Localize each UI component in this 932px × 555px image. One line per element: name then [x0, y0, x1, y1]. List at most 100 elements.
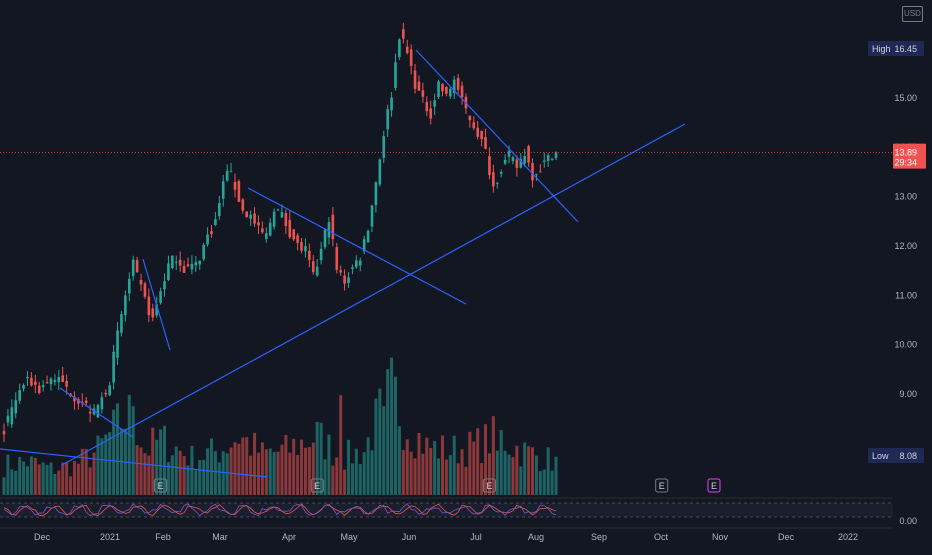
y-tick-label: 9.00 — [899, 389, 917, 399]
y-tick-label: 10.00 — [894, 340, 917, 350]
candle-body — [413, 70, 417, 89]
countdown-label: 29:34 — [894, 158, 917, 168]
volume-bar — [401, 449, 405, 495]
volume-bar — [460, 449, 464, 495]
volume-bar — [29, 456, 33, 495]
candle-body — [343, 275, 346, 284]
candle-body — [292, 229, 296, 240]
trendline[interactable] — [415, 49, 579, 223]
candle-body — [155, 304, 158, 316]
volume-bar — [292, 438, 296, 495]
earnings-marker-label: E — [486, 481, 492, 491]
candle-body — [304, 246, 307, 252]
candle-body — [237, 181, 241, 202]
candle-body — [370, 205, 374, 227]
y-tick-label: 13.00 — [894, 192, 917, 202]
volume-bar — [10, 469, 14, 495]
earnings-marker-label: E — [314, 481, 320, 491]
trendline[interactable] — [142, 258, 171, 351]
volume-bar — [237, 443, 241, 495]
volume-bar — [229, 447, 233, 495]
candle-body — [116, 330, 119, 358]
volume-bar — [276, 451, 280, 495]
low-badge — [868, 448, 924, 463]
candle-body — [511, 157, 515, 162]
candle-body — [382, 136, 386, 158]
candle-body — [296, 235, 299, 243]
candle-body — [163, 281, 166, 290]
candle-body — [108, 385, 112, 396]
x-tick-label: Mar — [212, 532, 228, 542]
candle-body — [127, 278, 131, 294]
volume-bar — [194, 470, 198, 495]
volume-bar — [72, 461, 76, 495]
volume-bar — [374, 398, 378, 495]
earnings-marker-label: E — [659, 481, 665, 491]
volume-bar — [531, 447, 535, 495]
oscillator-band — [0, 503, 893, 517]
candle-body — [523, 156, 526, 164]
trendline[interactable] — [247, 187, 467, 305]
volume-bar — [405, 439, 409, 495]
volume-bar — [331, 465, 335, 495]
candle-body — [335, 247, 339, 270]
candle-body — [402, 29, 405, 39]
candle-body — [429, 108, 433, 119]
candle-body — [445, 86, 448, 94]
volume-bar — [221, 451, 225, 495]
candle-body — [41, 385, 45, 388]
candle-body — [186, 264, 190, 267]
earnings-marker[interactable] — [655, 478, 669, 493]
candle-body — [480, 130, 483, 140]
volume-bar — [225, 453, 229, 495]
volume-bar — [170, 455, 174, 495]
volume-bar — [472, 441, 476, 495]
candle-body — [492, 172, 495, 187]
candle-body — [151, 308, 155, 318]
candle-body — [268, 222, 272, 236]
candle-body — [272, 211, 276, 227]
earnings-marker[interactable] — [482, 478, 496, 493]
candle-body — [550, 158, 554, 160]
volume-bar — [503, 450, 507, 495]
earnings-marker[interactable] — [310, 478, 324, 493]
candle-body — [319, 248, 323, 261]
volume-bar — [151, 427, 155, 495]
oscillator-line — [3, 503, 557, 517]
candle-body — [221, 181, 225, 199]
candle-body — [178, 259, 182, 266]
candle-body — [515, 159, 519, 168]
volume-bar — [311, 442, 315, 495]
candle-body — [315, 266, 319, 276]
volume-bar — [303, 447, 307, 495]
candle-body — [503, 159, 507, 164]
volume-bar — [45, 464, 49, 495]
volume-bar — [100, 438, 104, 495]
x-tick-label: 2022 — [838, 532, 858, 542]
candle-body — [225, 170, 229, 181]
volume-bar — [268, 448, 272, 495]
earnings-marker-upcoming[interactable] — [707, 478, 721, 493]
volume-bar — [61, 462, 65, 495]
volume-bar — [80, 448, 84, 495]
volume-bar — [296, 454, 300, 495]
candle-body — [539, 171, 542, 173]
volume-bar — [390, 357, 394, 495]
currency-badge[interactable]: USD — [902, 6, 923, 22]
candle-body — [484, 137, 487, 149]
earnings-marker[interactable] — [154, 478, 168, 493]
candle-body — [214, 219, 217, 226]
volume-bar — [163, 425, 167, 495]
volume-bar — [440, 435, 444, 495]
candle-body — [218, 203, 221, 217]
candle-body — [167, 263, 170, 281]
candle-body — [280, 212, 284, 218]
trendline[interactable] — [59, 387, 134, 438]
volume-bar — [382, 406, 386, 495]
trendline[interactable] — [61, 123, 686, 466]
candle-body — [409, 49, 413, 66]
volume-bar — [108, 432, 112, 495]
candle-body — [288, 220, 292, 238]
trendline[interactable] — [0, 448, 268, 478]
